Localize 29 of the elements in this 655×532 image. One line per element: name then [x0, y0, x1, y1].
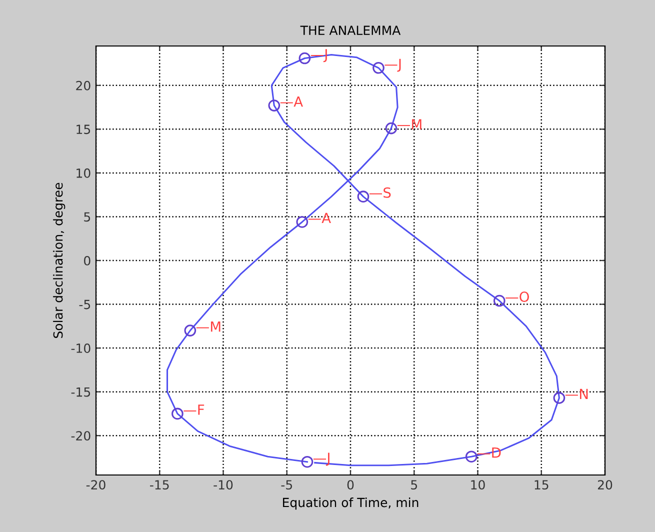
annotation: —A	[280, 96, 303, 107]
annotation: —M	[397, 119, 422, 130]
annotation: —O	[506, 292, 529, 302]
y-tick-label: 5	[84, 212, 90, 222]
annotation: —S	[369, 187, 391, 198]
x-axis-title: Equation of Time, min	[283, 498, 418, 510]
annotation: —F	[184, 404, 204, 415]
x-tick-label: -15	[150, 480, 169, 490]
y-tick-label: 15	[76, 124, 90, 134]
y-tick-label: 20	[76, 80, 90, 90]
y-tick-label: -15	[71, 387, 90, 397]
annotation: —N	[565, 388, 588, 400]
x-tick-label: 10	[471, 480, 485, 490]
annotation: —A	[308, 212, 331, 224]
annotation: —J	[384, 58, 401, 72]
chart-title: THE ANALEMMA	[300, 26, 401, 35]
y-tick-label: -10	[71, 344, 90, 353]
annotation: —M	[196, 321, 220, 332]
x-tick-label: -10	[214, 480, 233, 490]
x-tick-label: 20	[598, 480, 612, 490]
y-tick-label: -5	[79, 300, 90, 310]
y-tick-label: 10	[76, 168, 90, 178]
y-tick-label: -20	[71, 431, 90, 441]
x-tick-label: 15	[534, 480, 548, 490]
y-tick-label: 0	[84, 256, 90, 266]
x-tick-label: 0	[347, 480, 354, 490]
x-tick-label: 5	[411, 480, 418, 490]
y-axis-title: Solar declination, degree	[53, 182, 66, 338]
x-tick-label: -5	[281, 480, 292, 490]
